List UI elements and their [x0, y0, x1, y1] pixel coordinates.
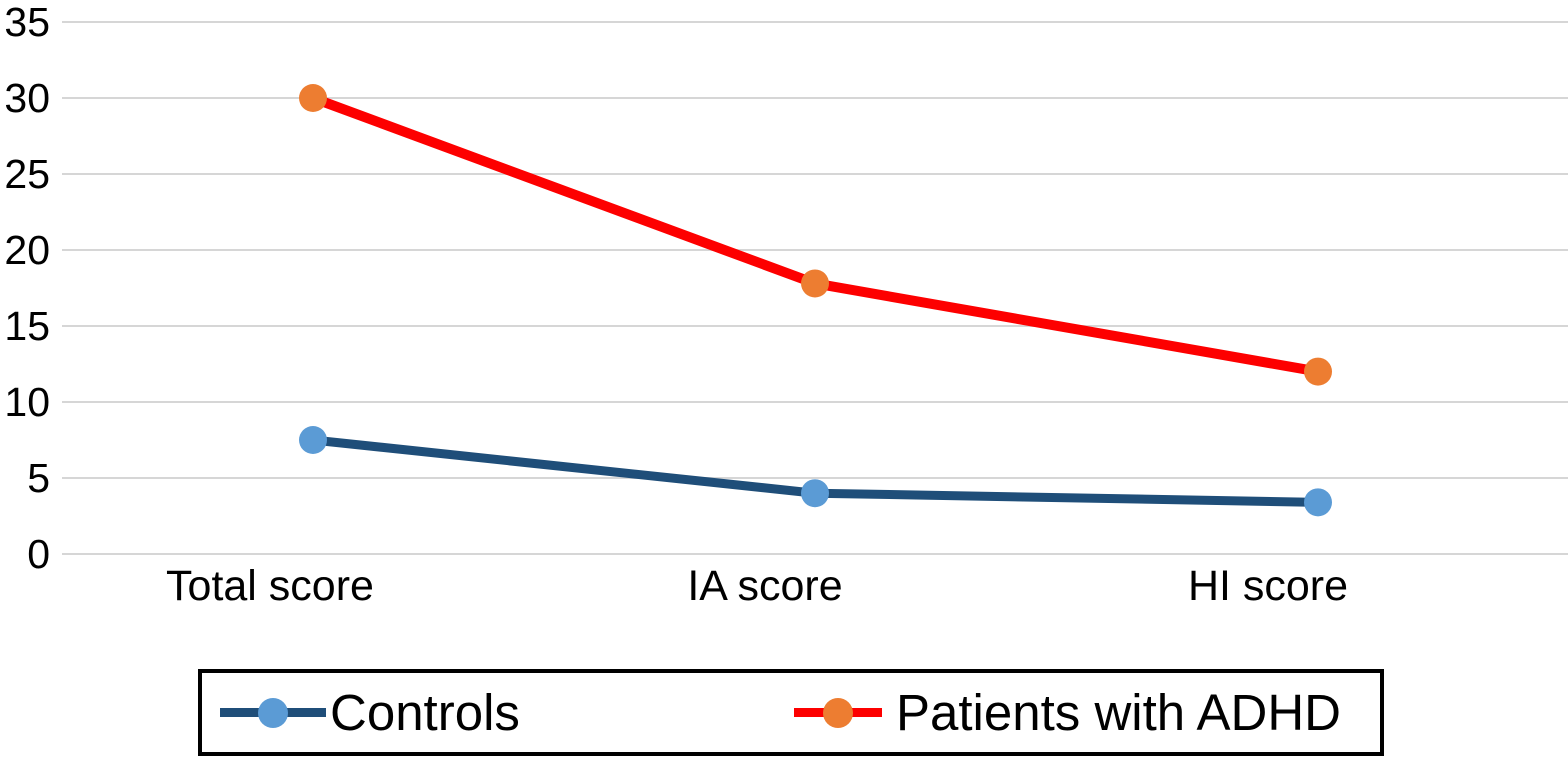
- y-tick-label-5: 5: [27, 455, 50, 501]
- data-point-patients-with-adhd-2: [1304, 357, 1332, 386]
- adhd-line-swatch: [794, 697, 882, 728]
- legend: Controls Patients with ADHD: [198, 669, 1384, 756]
- adhd-marker-icon: [823, 697, 853, 728]
- legend-label-controls: Controls: [330, 684, 520, 741]
- series-line-patients-with-adhd: [308, 93, 1323, 377]
- y-tick-label-20: 20: [4, 227, 50, 273]
- x-category-label-ia-score: IA score: [687, 562, 843, 610]
- data-point-controls-2: [1304, 488, 1332, 517]
- y-tick-label-10: 10: [4, 379, 50, 425]
- data-point-controls-0: [299, 426, 327, 454]
- y-tick-label-30: 30: [4, 75, 50, 121]
- data-point-patients-with-adhd-0: [299, 84, 327, 112]
- legend-label-patients-with-adhd: Patients with ADHD: [896, 684, 1342, 741]
- y-tick-label-25: 25: [4, 151, 50, 197]
- y-tick-label-35: 35: [4, 0, 50, 45]
- y-tick-label-0: 0: [27, 531, 50, 577]
- legend-entry-patients-with-adhd: Patients with ADHD: [794, 673, 1341, 752]
- y-tick-label-15: 15: [4, 303, 50, 349]
- data-point-patients-with-adhd-1: [801, 269, 829, 298]
- legend-entry-controls: Controls: [220, 673, 520, 752]
- x-category-label-total-score: Total score: [166, 562, 374, 610]
- controls-line-swatch: [220, 697, 326, 728]
- x-category-label-hi-score: HI score: [1187, 562, 1349, 610]
- controls-marker-icon: [258, 697, 288, 728]
- data-point-controls-1: [801, 479, 829, 508]
